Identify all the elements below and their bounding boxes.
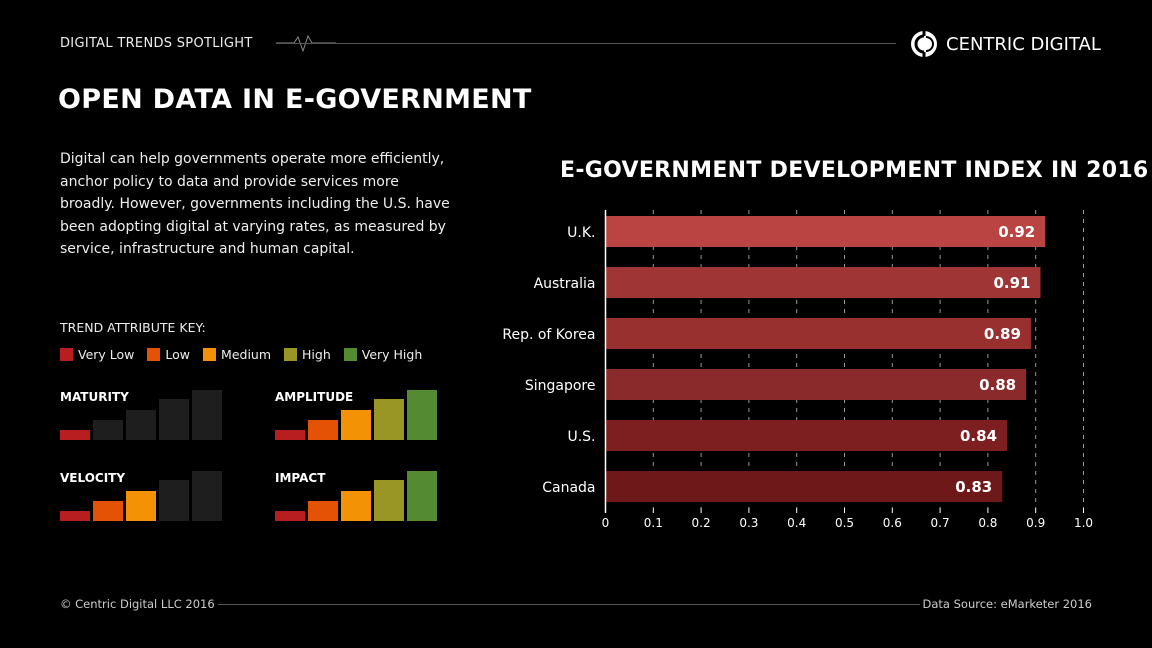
x-tick-label: 0.3 [739,516,758,530]
x-tick-label: 0.7 [931,516,950,530]
chart-title: E-GOVERNMENT DEVELOPMENT INDEX IN 2016 [560,158,1149,183]
kicker: DIGITAL TRENDS SPOTLIGHT [60,36,253,51]
attribute-impact: IMPACT [275,471,445,523]
category-label: Rep. of Korea [502,327,595,343]
level-bar [192,390,222,440]
legend-item: Very High [343,347,423,362]
category-label: Australia [534,276,596,292]
legend-swatch [147,348,161,361]
legend-swatch [203,348,217,361]
attribute-label: VELOCITY [60,471,126,485]
level-bar [275,511,305,521]
intro-text: Digital can help governments operate mor… [60,151,450,257]
legend-label: Very Low [78,347,135,362]
level-bar [93,501,123,521]
legend-item: Very Low [60,347,134,362]
x-tick-label: 0.8 [978,516,997,530]
level-bar [159,480,189,521]
category-label: U.S. [567,429,595,445]
bar [605,318,1031,349]
copyright: © Centric Digital LLC 2016 [60,597,215,611]
legend-label: High [302,347,331,362]
attribute-velocity: VELOCITY [60,471,230,523]
legend-label: Low [165,347,191,362]
level-bar [126,410,156,440]
key-title: TREND ATTRIBUTE KEY: [60,320,206,335]
brand: CENTRIC DIGITAL [910,30,1101,58]
legend-label: Very High [361,347,423,362]
bar [605,267,1041,298]
level-bar [275,430,305,440]
attribute-label: MATURITY [60,390,129,404]
x-tick-label: 1.0 [1074,516,1093,530]
level-bar [341,410,371,440]
bar [605,471,1003,502]
x-tick-label: 0.1 [644,516,663,530]
attribute-amplitude: AMPLITUDE [275,390,445,442]
legend-swatch [60,348,73,361]
category-label: U.K. [567,225,595,241]
legend-item: High [284,347,331,362]
x-tick-label: 0.4 [787,516,806,530]
level-bar [407,390,437,440]
category-label: Singapore [525,378,596,394]
level-bar [308,420,338,440]
header-divider [276,43,896,44]
level-bar [159,399,189,440]
attribute-label: AMPLITUDE [275,390,354,404]
legend-swatch [284,348,298,361]
level-bar [60,511,90,521]
legend-item: Low [147,347,190,362]
legend-label: Medium [221,347,272,362]
level-bar [192,471,222,521]
bar-value-label: 0.91 [993,274,1030,292]
level-bar [407,471,437,521]
attribute-maturity: MATURITY [60,390,230,442]
trend-key-legend: Very Low Low Medium High Very High [60,347,422,362]
x-tick-label: 0.2 [692,516,711,530]
footer-divider [218,604,920,605]
bar [605,216,1046,247]
level-bar [308,501,338,521]
level-bar [374,480,404,521]
attribute-label: IMPACT [275,471,326,485]
bar-value-label: 0.88 [979,376,1016,394]
level-bar [60,430,90,440]
bar [605,369,1027,400]
x-tick-label: 0.9 [1026,516,1045,530]
level-bar [93,420,123,440]
bar-value-label: 0.92 [998,223,1035,241]
bar-value-label: 0.83 [955,478,992,496]
data-source: Data Source: eMarketer 2016 [922,597,1092,611]
brand-name: CENTRIC DIGITAL [946,33,1101,55]
centric-digital-logo-icon [911,30,937,58]
legend-item: Medium [203,347,271,362]
level-bar [341,491,371,521]
category-label: Canada [542,480,595,496]
legend-swatch [343,348,357,361]
x-tick-label: 0.6 [883,516,902,530]
x-tick-label: 0.5 [835,516,854,530]
bar-value-label: 0.84 [960,427,997,445]
x-tick-label: 0 [602,516,610,530]
page-title: OPEN DATA IN E-GOVERNMENT [58,84,532,115]
bar-value-label: 0.89 [984,325,1021,343]
bar-chart: 0 0.1 0.2 0.3 0.4 0.5 0.6 0.7 0.8 0.9 1.0 0.92 U.K. 0… [502,210,1093,530]
level-bar [126,491,156,521]
bar [605,420,1008,451]
level-bar [374,399,404,440]
